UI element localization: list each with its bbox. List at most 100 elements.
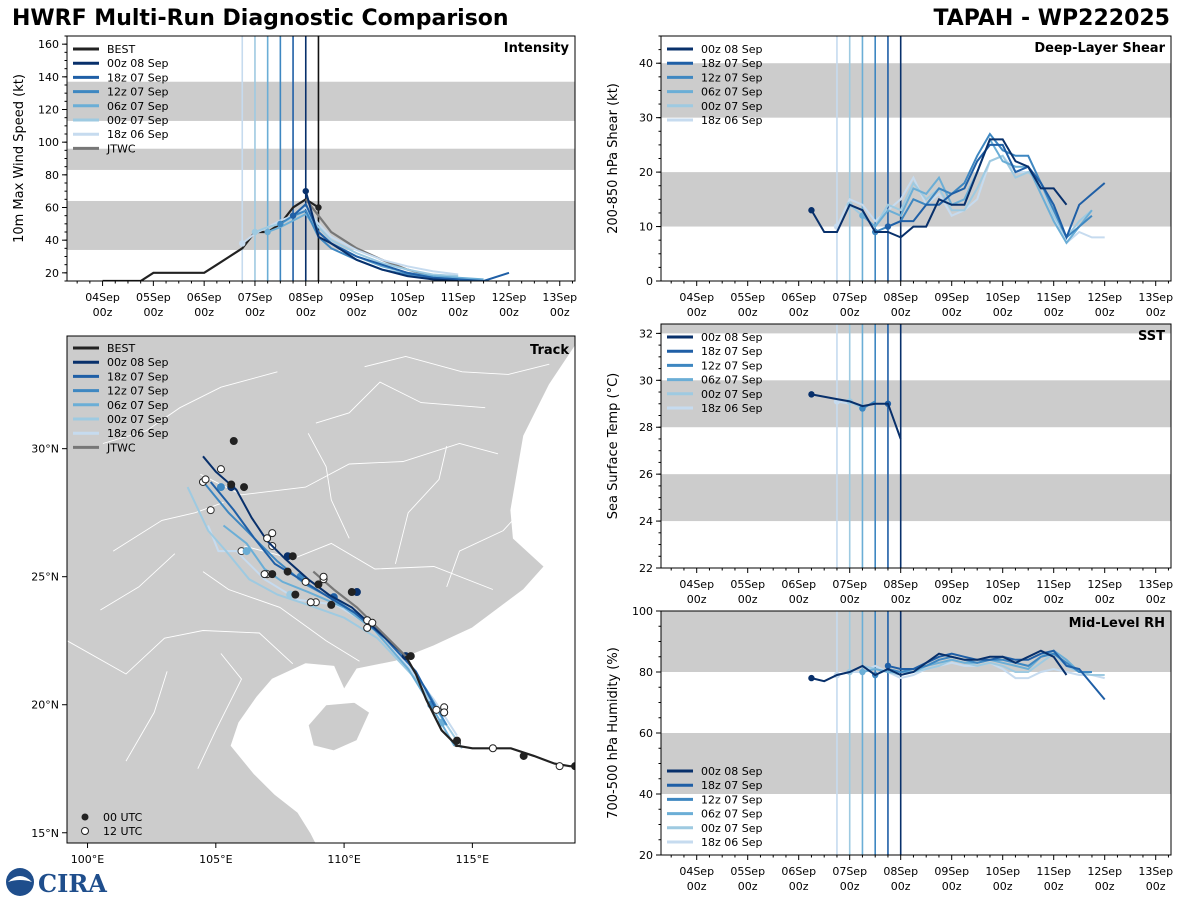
legend-label: 00z 07 Sep <box>107 114 169 127</box>
cira-logo-text: CIRA <box>38 869 107 898</box>
x-tick-label: 11Sep <box>1036 865 1071 878</box>
series-line <box>811 393 902 440</box>
legend-label: 12z 07 Sep <box>107 86 169 99</box>
track-point-12utc <box>206 506 215 515</box>
series-start-marker <box>289 212 297 219</box>
shear-chart: 0 10 20 30 40 04Sep 00z 05Sep 00z 06Sep 00z 07Sep 00… <box>606 35 1173 319</box>
x-tick-label: 00z <box>143 306 163 319</box>
track-point-12utc <box>268 529 277 538</box>
x-tick-label: 00z <box>93 306 113 319</box>
x-tick-label: 00z <box>687 306 707 319</box>
x-tick-label: 12Sep <box>1087 578 1122 591</box>
legend-label: BEST <box>107 342 135 355</box>
x-tick-label: 09Sep <box>934 578 969 591</box>
x-tick-label: 00z <box>738 306 758 319</box>
x-tick-label: 00z <box>1044 306 1064 319</box>
x-tick-label: 10Sep <box>985 578 1020 591</box>
y-tick-label: 40 <box>639 57 653 70</box>
legend-label: BEST <box>107 43 135 56</box>
series-line <box>304 190 459 281</box>
track-point-00utc <box>291 590 300 599</box>
x-tick-label: 00z <box>448 306 468 319</box>
series-start-marker <box>239 240 246 247</box>
x-tick-label: 13Sep <box>1138 865 1173 878</box>
series-start-marker <box>264 228 271 236</box>
x-tick-label: 13Sep <box>1138 578 1173 591</box>
track-point-12utc <box>363 623 372 632</box>
x-tick-label: 05Sep <box>730 291 765 304</box>
y-tick-label: 22 <box>639 562 653 575</box>
legend-label: 18z 06 Sep <box>107 128 169 141</box>
legend-label: 18z 06 Sep <box>701 836 763 849</box>
series-line <box>874 132 1093 240</box>
y-tick-label: 120 <box>38 104 59 117</box>
x-tick-label: 00z <box>840 593 860 606</box>
legend-label: 06z 07 Sep <box>107 399 169 412</box>
panel-title: SST <box>1138 329 1165 344</box>
x-tick-label: 05Sep <box>730 578 765 591</box>
y-axis-label: 700-500 hPa Humidity (%) <box>606 647 621 819</box>
x-tick-label: 00z <box>1095 306 1115 319</box>
x-tick-label: 00z <box>1044 880 1064 893</box>
legend-label: 00z 07 Sep <box>701 388 763 401</box>
y-tick-label: 30 <box>639 112 653 125</box>
panel-title: Deep-Layer Shear <box>1034 41 1165 56</box>
threshold-band <box>661 474 1171 522</box>
y-axis-label: 200-850 hPa Shear (kt) <box>606 83 621 234</box>
legend-label: 18z 07 Sep <box>107 71 169 84</box>
track-point-12utc <box>301 577 310 586</box>
track-point-12utc <box>555 762 564 771</box>
x-tick-label: 09Sep <box>934 865 969 878</box>
plot-area <box>67 36 575 281</box>
y-tick-label: 60 <box>639 727 653 740</box>
series-start-marker <box>302 187 309 195</box>
legend-label: 06z 07 Sep <box>107 100 169 113</box>
x-tick-label: 00z <box>891 306 911 319</box>
utc-12-label: 12 UTC <box>103 825 143 838</box>
y-tick-label: 40 <box>45 234 59 247</box>
track-point-00utc <box>283 567 292 576</box>
track-point-12utc <box>306 598 315 607</box>
panel-title: Intensity <box>504 41 570 56</box>
x-tick-label: 07Sep <box>832 291 867 304</box>
y-tick-label: 26 <box>639 468 653 481</box>
x-tick-label: 00z <box>296 306 316 319</box>
x-tick-label: 05Sep <box>730 865 765 878</box>
series-line <box>811 649 1068 683</box>
x-tick-label: 00z <box>942 593 962 606</box>
x-tick-label: 00z <box>550 306 570 319</box>
utc-00-marker <box>81 813 89 821</box>
x-tick-label: 00z <box>789 880 809 893</box>
y-tick-label: 140 <box>38 71 59 84</box>
province-border <box>307 433 350 539</box>
y-tick-label: 80 <box>639 666 653 679</box>
series-start-marker <box>884 662 892 670</box>
track-map: 100°E 105°E 110°E 115°E 15°N 20°N 25°N 30°N Trac… <box>31 335 576 866</box>
x-tick-label: 00z <box>942 880 962 893</box>
legend-label: 00z 08 Sep <box>701 331 763 344</box>
threshold-band <box>661 63 1171 118</box>
series-start-marker <box>808 674 815 682</box>
series-start-marker <box>808 391 815 398</box>
x-tick-label: 10Sep <box>985 865 1020 878</box>
x-tick-label: 08Sep <box>883 865 918 878</box>
x-tick-label: 09Sep <box>934 291 969 304</box>
track-point-00utc <box>519 751 528 760</box>
x-tick-label: 12Sep <box>492 291 527 304</box>
plot-frame <box>66 335 576 844</box>
hainan-island <box>307 701 371 752</box>
track-point-00utc <box>227 480 236 489</box>
x-tick-label: 00z <box>194 306 214 319</box>
x-tick-label: 115°E <box>456 853 489 866</box>
track-point-00utc <box>452 736 461 745</box>
x-tick-label: 00z <box>993 593 1013 606</box>
y-tick-label: 30°N <box>31 443 59 456</box>
legend-label: 00z 07 Sep <box>701 100 763 113</box>
x-tick-label: 07Sep <box>832 578 867 591</box>
x-tick-label: 04Sep <box>85 291 120 304</box>
legend-label: 18z 06 Sep <box>701 402 763 415</box>
plot-area <box>661 36 1171 281</box>
province-border <box>102 371 278 444</box>
